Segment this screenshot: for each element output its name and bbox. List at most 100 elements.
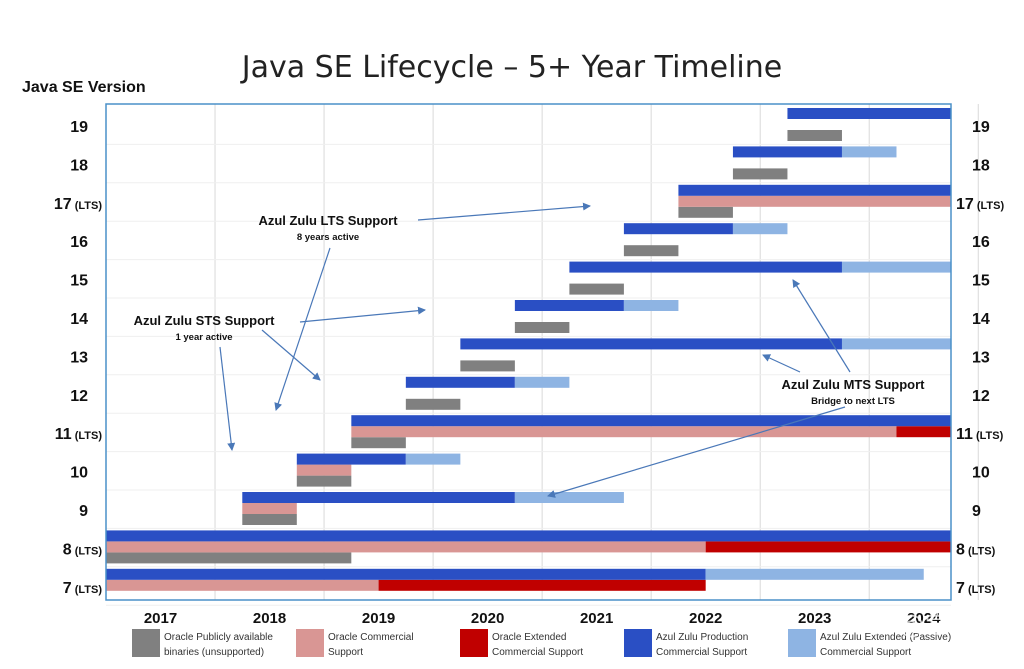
- version-label-left: 17 (LTS): [54, 196, 102, 213]
- bar-v16-zulu-ext: [732, 223, 788, 235]
- legend-label: Commercial Support: [820, 647, 911, 658]
- legend-label: Oracle Commercial: [328, 632, 414, 643]
- bar-v11-oracle-ext: [896, 426, 951, 438]
- version-label-right: 8 (LTS): [956, 541, 996, 558]
- annotation-sts-arrow-10: [219, 346, 236, 451]
- legend-label: Commercial Support: [492, 647, 583, 658]
- version-label-left: 19: [70, 119, 88, 136]
- timeline-bars: [106, 108, 951, 591]
- annotation-lts-arrow-11: [274, 247, 331, 411]
- version-label-left: 11 (LTS): [55, 426, 103, 443]
- bar-v17-oracle-public: [678, 206, 733, 218]
- plot-frame: [105, 103, 952, 601]
- bar-v12-zulu-ext: [514, 376, 570, 388]
- version-label-right: 11 (LTS): [956, 426, 1004, 443]
- annotation-mts-arrow-13: [762, 354, 801, 373]
- bar-v17-zulu: [678, 184, 951, 196]
- year-label-2024: 2024: [907, 610, 941, 627]
- bar-v11-zulu: [351, 415, 951, 427]
- bar-v14-oracle-public: [514, 322, 570, 333]
- bar-v10-oracle-comm: [296, 464, 352, 476]
- annotation-sts-subtitle: 1 year active: [175, 332, 232, 343]
- version-label-right: 13: [972, 349, 990, 366]
- version-label-left: 14: [70, 311, 88, 328]
- bar-v17-oracle-comm: [678, 195, 951, 207]
- bar-v9-zulu: [242, 492, 515, 503]
- version-labels-right: 19 18 17 (LTS) 16 15 14 13 12 11 (LTS) 10 9 8 (LTS)…: [956, 119, 1004, 597]
- version-label-right: 17 (LTS): [956, 196, 1004, 213]
- bar-v15-zulu: [569, 261, 842, 273]
- year-label-2020: 2020: [471, 610, 504, 627]
- legend-swatch-oracle-comm: [296, 629, 324, 657]
- bar-v8-oracle-public: [106, 552, 352, 564]
- year-label-2019: 2019: [362, 610, 395, 627]
- annotation-lts-title: Azul Zulu LTS Support: [258, 213, 398, 228]
- bar-v12-zulu: [405, 376, 515, 388]
- chart-title: Java SE Lifecycle – 5+ Year Timeline: [240, 50, 782, 85]
- watermark: 知乎 @常胖: [838, 610, 976, 640]
- bar-v13-zulu-ext: [841, 338, 951, 350]
- bar-v7-zulu-ext: [705, 568, 924, 580]
- bar-v11-oracle-public: [351, 437, 406, 449]
- year-label-2021: 2021: [580, 610, 613, 627]
- version-label-left: 13: [70, 349, 88, 366]
- bar-v18-zulu-ext: [841, 146, 897, 158]
- bar-v9-zulu-ext: [514, 492, 624, 503]
- annotation-mts-arrow-9: [547, 406, 846, 498]
- annotation-mts-title: Azul Zulu MTS Support: [782, 377, 926, 392]
- legend: Oracle Publicly available binaries (unsup…: [132, 629, 951, 658]
- bar-v7-oracle-ext: [378, 579, 706, 591]
- version-label-right: 14: [972, 311, 990, 328]
- bar-v8-zulu: [106, 530, 951, 542]
- bar-v16-oracle-public: [623, 245, 679, 257]
- bar-v11-oracle-comm: [351, 426, 897, 438]
- bar-v14-zulu-ext: [623, 300, 679, 311]
- legend-swatch-zulu: [624, 629, 652, 657]
- year-labels: 2017 2018 2019 2020 2021 2022 2023 2024: [144, 610, 941, 627]
- bar-v13-oracle-public: [460, 360, 515, 372]
- version-label-right: 10: [972, 465, 990, 482]
- version-label-right: 9: [972, 503, 981, 520]
- version-label-left: 9: [79, 503, 88, 520]
- legend-label: Support: [328, 647, 363, 658]
- bar-v10-oracle-public: [296, 475, 352, 487]
- version-label-right: 12: [972, 388, 990, 405]
- annotation-mts-arrow-15: [792, 279, 851, 373]
- version-label-right: 19: [972, 119, 990, 136]
- year-label-2018: 2018: [253, 610, 286, 627]
- legend-label: Commercial Support: [656, 647, 747, 658]
- legend-label: Oracle Publicly available: [164, 632, 273, 643]
- version-label-left: 18: [70, 157, 88, 174]
- bar-v18-oracle-public: [732, 168, 788, 180]
- annotation-mts: Azul Zulu MTS Support Bridge to next LTS: [547, 279, 926, 498]
- bar-v8-oracle-ext: [705, 541, 951, 553]
- version-label-left: 16: [70, 234, 88, 251]
- legend-label: Azul Zulu Extended (Passive): [820, 632, 951, 643]
- annotation-lts-subtitle: 8 years active: [297, 232, 359, 243]
- version-label-right: 18: [972, 157, 990, 174]
- version-label-right: 7 (LTS): [956, 580, 996, 597]
- annotation-lts-arrow-17: [417, 202, 591, 221]
- annotation-sts-arrow-14: [299, 306, 426, 323]
- version-label-right: 16: [972, 234, 990, 251]
- bar-v19-zulu: [787, 108, 951, 119]
- bar-v15-zulu-ext: [841, 261, 951, 273]
- annotation-sts-arrow-12: [261, 329, 321, 381]
- year-label-2023: 2023: [798, 610, 831, 627]
- bar-v16-zulu: [623, 223, 733, 235]
- bar-v9-oracle-public: [242, 514, 297, 525]
- bar-v10-zulu: [296, 453, 406, 465]
- bar-v13-zulu: [460, 338, 842, 350]
- bar-v12-oracle-public: [405, 398, 461, 410]
- year-label-2017: 2017: [144, 610, 177, 627]
- legend-swatch-oracle-ext: [460, 629, 488, 657]
- legend-label: Oracle Extended: [492, 632, 567, 643]
- bar-v7-zulu: [106, 568, 706, 580]
- version-label-left: 12: [70, 388, 88, 405]
- annotation-mts-subtitle: Bridge to next LTS: [811, 396, 895, 407]
- grid-lines: [106, 104, 979, 606]
- version-label-right: 15: [972, 273, 990, 290]
- y-axis-label: Java SE Version: [22, 79, 146, 96]
- annotation-sts: Azul Zulu STS Support 1 year active: [134, 306, 426, 451]
